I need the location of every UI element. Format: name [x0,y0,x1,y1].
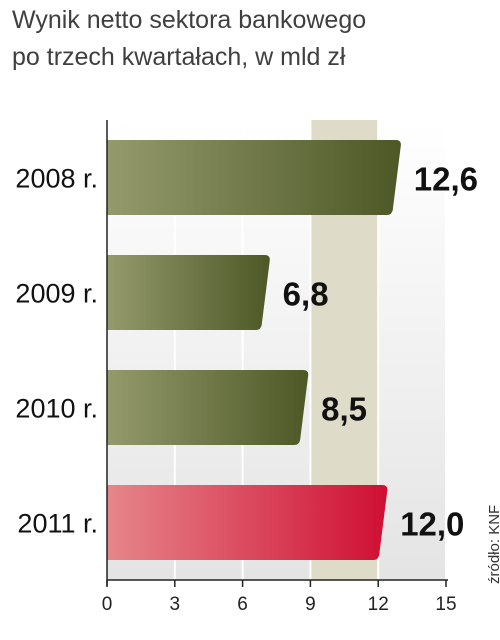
category-label: 2009 r. [15,279,98,309]
value-label: 8,5 [321,391,367,428]
chart-title: Wynik netto sektora bankowego [12,6,367,34]
category-label: 2011 r. [17,509,98,539]
bar-2008 [107,140,401,215]
source-note: źródło: KNF [486,504,500,584]
chart-subtitle: po trzech kwartałach, w mld zł [12,43,346,71]
bar-2009 [107,255,270,330]
x-tick-label: 6 [237,594,248,615]
bar-2011 [107,485,388,560]
x-tick-label: 15 [435,594,456,615]
value-label: 6,8 [283,276,329,313]
bar-2010 [107,370,309,445]
x-tick-label: 9 [305,594,316,615]
value-label: 12,6 [414,161,478,198]
category-label: 2010 r. [15,394,98,424]
value-label: 12,0 [400,506,464,543]
x-tick-label: 0 [102,594,113,615]
x-tick-label: 3 [170,594,181,615]
category-label: 2008 r. [15,164,98,194]
x-tick-label: 12 [368,594,389,615]
